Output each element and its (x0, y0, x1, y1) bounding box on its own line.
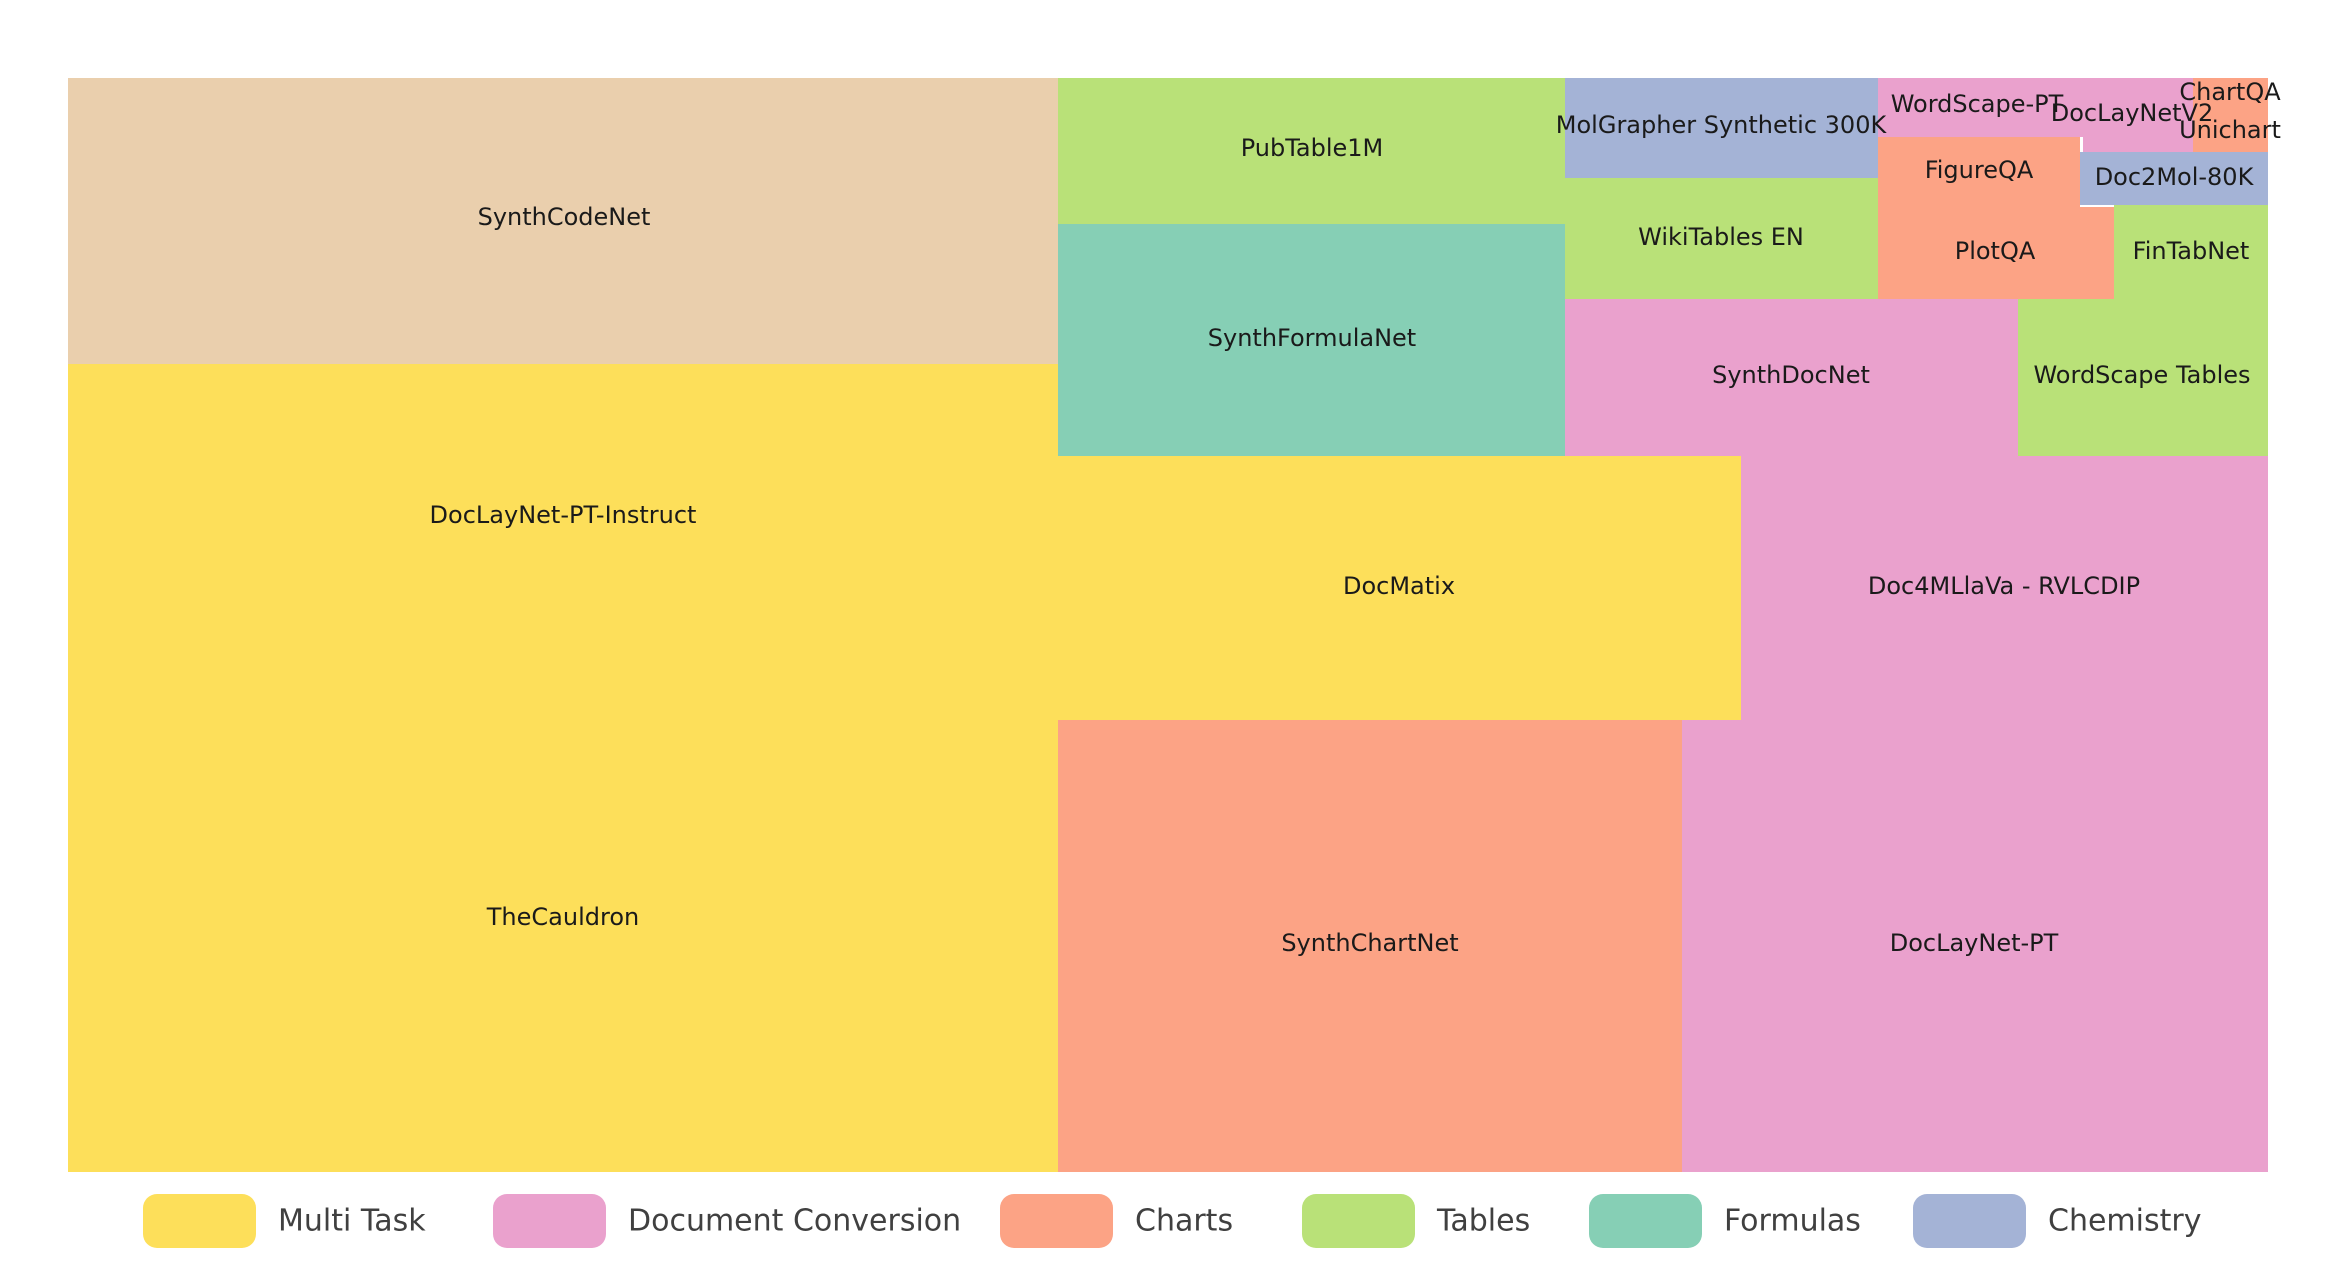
tile-doclaynetv2 (2083, 78, 2193, 152)
tile-label-wordscape-tables: WordScape Tables (2033, 361, 2250, 389)
tile-label-figureqa: FigureQA (1925, 156, 2034, 184)
legend-label-tables: Tables (1436, 1204, 1530, 1239)
tile-chartqa (2193, 78, 2268, 115)
tile-label-synthdocnet: SynthDocNet (1712, 361, 1870, 389)
legend-label-chemistry: Chemistry (2048, 1204, 2201, 1239)
tile-label-thecauldron: TheCauldron (486, 903, 639, 931)
legend-swatch-formulas (1589, 1194, 1702, 1248)
tile-thecauldron (68, 586, 1058, 1172)
legend-swatch-multi-task (143, 1194, 256, 1248)
tile-label-doc2mol-80k: Doc2Mol-80K (2095, 163, 2255, 191)
tile-doclaynet-pt (1682, 720, 2268, 1172)
legend-swatch-chemistry (1913, 1194, 2026, 1248)
treemap-labels: SynthCodeNet DocLayNet-PT-Instruct TheCaul… (430, 78, 2282, 957)
tile-label-doclaynetv2: DocLayNetV2 (2051, 99, 2213, 127)
tile-wordscape-tables (2018, 299, 2268, 456)
tile-molgrapher-synthetic-300k (1565, 78, 1878, 178)
tile-label-chartqa: ChartQA (2179, 78, 2281, 106)
tile-doclaynet-pt-instruct (68, 364, 1058, 586)
tile-label-wikitables-en: WikiTables EN (1638, 223, 1804, 251)
legend-label-multi-task: Multi Task (278, 1204, 426, 1239)
tile-docmatix (1058, 456, 1741, 720)
tile-label-synthcodenet: SynthCodeNet (478, 203, 651, 231)
tile-plotqa (1878, 207, 2114, 299)
tile-pubtable1m (1058, 78, 1565, 224)
tile-synthchartnet (1058, 720, 1682, 1172)
tile-label-doclaynet-pt-instruct: DocLayNet-PT-Instruct (430, 501, 697, 529)
tile-label-docmatix: DocMatix (1343, 572, 1455, 600)
tile-label-doc4mllava-rvlcdip: Doc4MLlaVa - RVLCDIP (1868, 572, 2140, 600)
treemap-tiles (68, 78, 2268, 1172)
legend-label-document-conversion: Document Conversion (628, 1204, 961, 1239)
tile-label-synthformulanet: SynthFormulaNet (1208, 324, 1416, 352)
tile-figureqa (1878, 137, 2080, 207)
tile-label-plotqa: PlotQA (1955, 237, 2036, 265)
tile-wikitables-en (1565, 178, 1878, 299)
tile-synthdocnet (1565, 299, 2018, 456)
legend: Multi Task Document Conversion Charts Table… (143, 1194, 2201, 1248)
tile-label-wordscape-pt: WordScape-PT (1891, 90, 2064, 118)
legend-label-formulas: Formulas (1724, 1204, 1861, 1239)
legend-label-charts: Charts (1135, 1204, 1233, 1239)
tile-doc2mol-80k (2080, 152, 2268, 205)
tile-synthformulanet (1058, 224, 1565, 456)
tile-label-doclaynet-pt: DocLayNet-PT (1890, 929, 2059, 957)
tile-fintabnet (2114, 205, 2268, 299)
tile-label-fintabnet: FinTabNet (2133, 237, 2250, 265)
tile-label-pubtable1m: PubTable1M (1241, 134, 1384, 162)
legend-swatch-tables (1302, 1194, 1415, 1248)
tile-synthcodenet (68, 78, 1058, 364)
tile-unichart (2193, 115, 2268, 152)
tile-label-synthchartnet: SynthChartNet (1281, 929, 1458, 957)
tile-wordscape-pt (1878, 78, 2083, 137)
tile-label-unichart: Unichart (2179, 116, 2281, 144)
tile-label-molgrapher-synthetic-300k: MolGrapher Synthetic 300K (1556, 111, 1888, 139)
tile-doc4mllava-rvlcdip (1741, 456, 2268, 720)
legend-swatch-document-conversion (493, 1194, 606, 1248)
legend-swatch-charts (1000, 1194, 1113, 1248)
